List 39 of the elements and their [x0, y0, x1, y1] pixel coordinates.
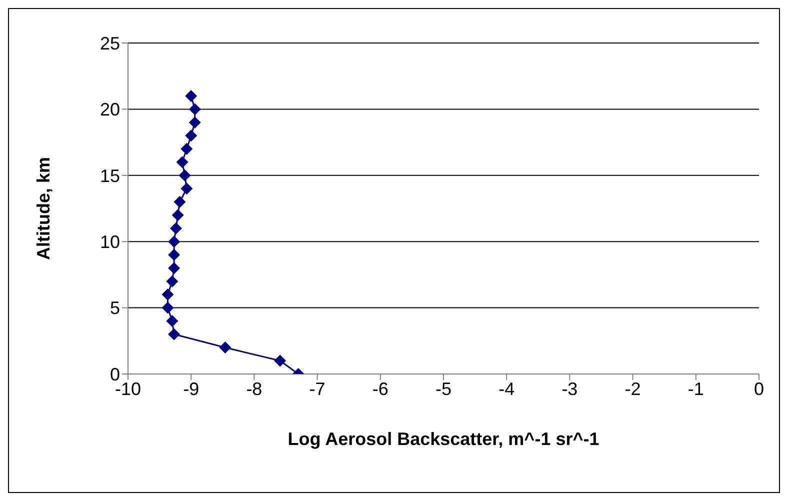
point	[188, 103, 201, 116]
point	[185, 130, 198, 142]
x-tick-label: -6	[372, 378, 388, 399]
point	[162, 302, 174, 314]
x-tick-label: -4	[498, 378, 515, 399]
point	[176, 156, 188, 168]
x-tick-label: -2	[624, 378, 641, 399]
x-tick-label: -1	[688, 378, 704, 399]
y-tick-label: 10	[100, 232, 120, 252]
y-tick-label: 5	[110, 298, 120, 318]
point	[174, 196, 186, 208]
point	[168, 236, 180, 248]
y-tick-label: 15	[100, 166, 120, 186]
point	[185, 90, 198, 102]
point	[168, 328, 180, 340]
x-tick-label: -7	[309, 378, 326, 399]
point	[219, 342, 232, 354]
y-tick-label: 25	[100, 33, 120, 54]
x-axis-title: Log Aerosol Backscatter, m^-1 sr^-1	[288, 428, 600, 449]
point	[180, 182, 193, 195]
point	[168, 262, 180, 274]
point	[166, 275, 178, 288]
point	[162, 288, 174, 301]
x-tick-label: -3	[562, 378, 578, 399]
point	[178, 169, 191, 182]
point	[168, 248, 180, 261]
point	[170, 222, 182, 234]
x-tick-label: -8	[246, 378, 262, 399]
point	[188, 116, 201, 128]
point	[166, 315, 178, 328]
y-tick-label: 20	[100, 100, 120, 120]
x-tick-label: -5	[435, 378, 452, 399]
y-tick-label: 0	[110, 364, 120, 384]
y-axis-title: Altitude, km	[33, 156, 54, 260]
x-tick-label: 0	[754, 378, 764, 399]
point	[274, 354, 286, 367]
point	[172, 209, 184, 222]
x-tick-label: -9	[183, 378, 200, 399]
point	[180, 142, 193, 155]
